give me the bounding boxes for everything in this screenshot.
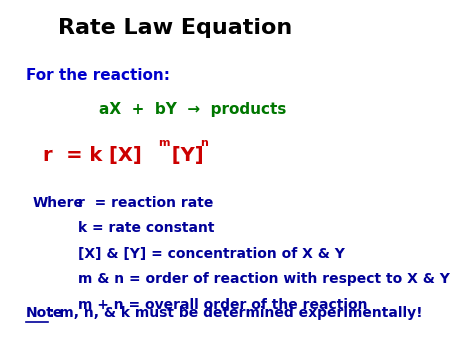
Text: k = rate constant: k = rate constant (78, 221, 214, 235)
Text: n: n (200, 138, 208, 148)
Text: aX  +  bY  →  products: aX + bY → products (99, 102, 286, 117)
Text: m + n = overall order of the reaction: m + n = overall order of the reaction (78, 298, 367, 312)
Text: m & n = order of reaction with respect to X & Y: m & n = order of reaction with respect t… (78, 272, 450, 286)
Text: For the reaction:: For the reaction: (26, 68, 170, 83)
Text: [X] & [Y] = concentration of X & Y: [X] & [Y] = concentration of X & Y (78, 247, 345, 261)
Text: m: m (158, 138, 170, 148)
Text: Note: Note (26, 306, 63, 320)
Text: [Y]: [Y] (165, 146, 204, 165)
Text: Rate Law Equation: Rate Law Equation (58, 18, 292, 38)
Text: : m, n, & k must be determined experimentally!: : m, n, & k must be determined experimen… (50, 306, 423, 320)
Text: r  = k [X]: r = k [X] (43, 146, 142, 165)
Text: r  = reaction rate: r = reaction rate (78, 196, 213, 210)
Text: Where: Where (33, 196, 84, 210)
